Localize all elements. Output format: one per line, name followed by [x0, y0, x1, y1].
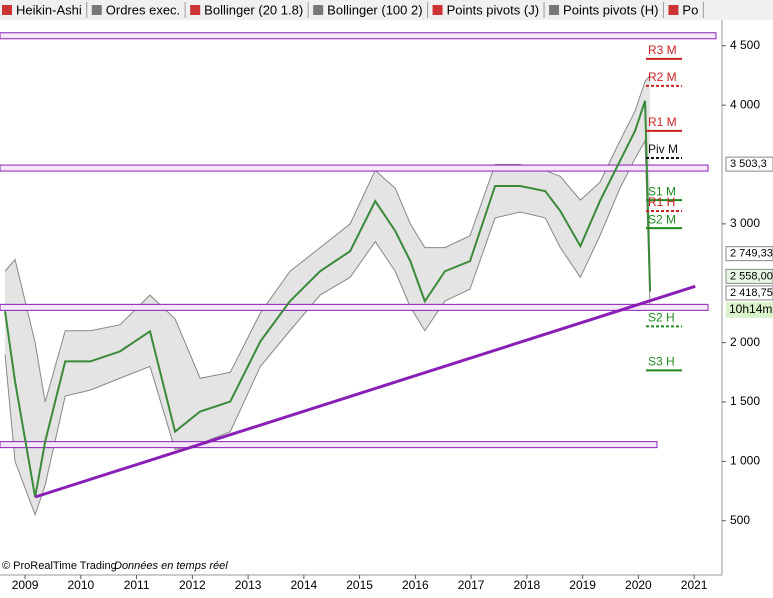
clock: 10h14m: [729, 302, 772, 316]
footer-note: Données en temps réel: [114, 560, 228, 572]
band-lower: [4, 138, 651, 517]
pivot-label: R2 M: [648, 70, 677, 84]
pivot-label: R1 H: [648, 195, 675, 209]
y-tick-label: 4 000: [730, 97, 760, 111]
x-tick-label: 2020: [625, 578, 652, 592]
x-tick-label: 2018: [514, 578, 541, 592]
level-box: [0, 32, 717, 40]
x-tick-label: 2021: [681, 578, 708, 592]
price-tag: [725, 268, 773, 284]
x-tick-label: 2011: [124, 578, 150, 592]
pivot-label: S1 M: [648, 184, 676, 198]
band-fill: [5, 75, 651, 515]
pivot-label: Piv M: [648, 142, 678, 156]
clock-box: [726, 301, 773, 318]
x-tick-label: 2016: [402, 578, 429, 592]
tab-icon: [432, 5, 443, 15]
toolbar-tab[interactable]: Bollinger (20 1.8): [204, 2, 303, 17]
toolbar-tab[interactable]: Heikin-Ashi: [16, 2, 82, 17]
y-tick-label: 1 500: [730, 394, 760, 408]
price-tag: [725, 285, 773, 301]
pivot-label: R1 M: [648, 115, 677, 129]
x-tick-label: 2015: [346, 578, 373, 592]
price-line: [4, 100, 652, 498]
x-tick-label: 2013: [235, 578, 262, 592]
x-tick-label: 2019: [569, 578, 596, 592]
y-tick-label: 500: [730, 513, 750, 527]
price-tag-label: 3 503,3: [730, 158, 767, 170]
y-tick-label: 2 000: [730, 335, 760, 349]
x-tick-label: 2010: [67, 578, 94, 592]
x-tick-label: 2012: [179, 578, 206, 592]
copyright: © ProRealTime Trading: [2, 560, 117, 572]
level-box: [0, 303, 709, 311]
price-tag: [725, 156, 773, 172]
x-tick-label: 2014: [291, 578, 318, 592]
toolbar-tab[interactable]: Bollinger (100 2): [327, 2, 422, 17]
toolbar-tab[interactable]: Ordres exec.: [106, 2, 180, 17]
price-tag-label: 2 558,00: [730, 270, 773, 282]
toolbar-tab[interactable]: Po: [682, 2, 698, 17]
level-box: [0, 441, 658, 449]
x-tick-label: 2017: [458, 578, 485, 592]
tab-icon: [2, 5, 12, 15]
price-tag-label: 2 418,75: [730, 287, 773, 299]
level-box: [0, 164, 709, 172]
tab-icon: [313, 5, 324, 15]
price-tag: [725, 246, 773, 262]
pivot-label: S2 H: [648, 311, 675, 325]
pivot-label: S3 H: [648, 355, 675, 369]
price-tag-label: 2 749,33: [730, 248, 773, 260]
tab-icon: [190, 5, 201, 15]
trend-line: [34, 284, 696, 499]
toolbar-tab[interactable]: Points pivots (J): [447, 2, 539, 17]
y-tick-label: 4 500: [730, 38, 760, 52]
y-tick-label: 1 000: [730, 454, 760, 468]
x-tick-label: 2009: [12, 578, 39, 592]
tab-icon: [668, 5, 679, 15]
pivot-label: S2 M: [648, 212, 676, 226]
pivot-label: R3 M: [648, 43, 677, 57]
toolbar-tab[interactable]: Points pivots (H): [563, 2, 658, 17]
tab-icon: [91, 5, 102, 15]
y-tick-label: 3 000: [730, 216, 760, 230]
tab-icon: [549, 5, 560, 15]
